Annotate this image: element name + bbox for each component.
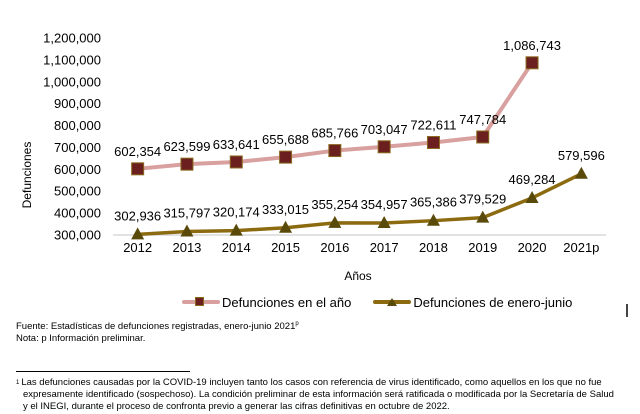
data-point-triangle	[279, 220, 293, 233]
x-axis-title: Años	[344, 269, 371, 283]
x-tick-label: 2013	[172, 240, 201, 255]
y-tick-label: 300,000	[54, 228, 101, 243]
data-point-square	[180, 157, 194, 171]
footnote-line: y el INEGI, durante el proceso de confro…	[23, 401, 450, 412]
data-point-triangle	[229, 223, 243, 236]
x-tick-label: 2019	[468, 240, 497, 255]
data-point-square	[328, 144, 342, 158]
y-tick-label: 1,200,000	[43, 31, 101, 46]
y-tick-label: 1,100,000	[43, 52, 101, 67]
x-axis-ticks: 2012 2013 2014 2015 2016 2017 2018 2019 2020 2021…	[123, 240, 599, 255]
legend-item-jan-jun: Defunciones de enero-junio	[373, 295, 572, 310]
data-label: 469,284	[509, 172, 556, 187]
data-label: 320,174	[213, 205, 260, 220]
y-tick-label: 500,000	[54, 184, 101, 199]
data-point-square	[131, 162, 145, 176]
data-label: 747,784	[459, 112, 506, 127]
y-axis-ticks: 300,000 400,000 500,000 600,000 700,000 800,0…	[43, 31, 101, 243]
footnote-marker: 1	[16, 380, 20, 386]
x-tick-label: 2012	[123, 240, 152, 255]
data-point-square	[377, 140, 391, 154]
x-tick-label: 2016	[320, 240, 349, 255]
legend-label: Defunciones de enero-junio	[413, 294, 573, 310]
source-note: Fuente: Estadísticas de defunciones regi…	[16, 321, 299, 333]
data-point-triangle	[180, 224, 194, 237]
data-labels: 602,354 623,599 633,641 655,688 685,766 703,0…	[114, 38, 605, 224]
data-point-triangle	[328, 215, 342, 228]
y-tick-label: 400,000	[54, 206, 101, 221]
data-label: 602,354	[114, 144, 161, 159]
x-tick-label: 2017	[370, 240, 399, 255]
data-label: 579,596	[558, 148, 605, 163]
chart-legend: Defunciones en el año Defunciones de ene…	[182, 293, 594, 311]
x-tick-label: 2018	[419, 240, 448, 255]
y-axis-title: Defunciones	[20, 142, 34, 209]
data-label: 354,957	[361, 197, 408, 212]
data-label: 655,688	[262, 132, 309, 147]
line-chart: 300,000 400,000 500,000 600,000 700,000 800,0…	[20, 31, 606, 283]
y-tick-label: 900,000	[54, 96, 101, 111]
y-tick-label: 600,000	[54, 162, 101, 177]
data-label: 685,766	[311, 126, 358, 141]
footnote-line: expresamente identificado (sospechoso). …	[23, 389, 614, 400]
data-label: 633,641	[213, 137, 260, 152]
y-tick-label: 700,000	[54, 140, 101, 155]
data-label: 365,386	[410, 195, 457, 210]
data-label: 333,015	[262, 202, 309, 217]
data-point-square	[525, 56, 539, 70]
x-tick-label: 2014	[222, 240, 251, 255]
footnote-line: Las defunciones causadas por la COVID-19…	[21, 377, 602, 388]
data-label: 1,086,743	[503, 38, 561, 53]
data-point-square	[229, 155, 243, 169]
data-label: 315,797	[163, 206, 210, 221]
y-tick-label: 800,000	[54, 118, 101, 133]
data-point-triangle	[525, 190, 539, 203]
data-point-triangle	[131, 227, 145, 240]
legend-item-annual: Defunciones en el año	[182, 295, 351, 310]
data-label: 623,599	[163, 139, 210, 154]
data-label: 355,254	[311, 197, 358, 212]
x-tick-label: 2021p	[563, 240, 599, 255]
data-point-triangle	[574, 166, 588, 179]
text-cursor-mark	[626, 304, 628, 317]
data-point-square	[476, 130, 490, 144]
data-point-square	[426, 135, 440, 149]
data-point-triangle	[426, 213, 440, 226]
data-point-triangle	[476, 210, 490, 223]
y-tick-label: 1,000,000	[43, 74, 101, 89]
data-label: 302,936	[114, 208, 161, 223]
footnote: 1 Las defunciones causadas por la COVID-1…	[16, 377, 628, 413]
data-label: 703,047	[361, 122, 408, 137]
preliminary-note: Nota: p Información preliminar.	[16, 333, 146, 345]
data-label: 722,611	[410, 117, 456, 132]
x-tick-label: 2015	[271, 240, 300, 255]
data-point-triangle	[377, 215, 391, 228]
legend-square-marker-icon	[182, 295, 220, 309]
chart-notes: Fuente: Estadísticas de defunciones regi…	[16, 318, 299, 345]
footnote-separator	[16, 371, 190, 372]
legend-triangle-marker-icon	[373, 295, 412, 309]
series-line-jan-jun	[135, 172, 584, 237]
preliminary-superscript: p	[295, 321, 299, 327]
data-label: 379,529	[459, 192, 506, 207]
legend-label: Defunciones en el año	[222, 294, 352, 310]
series-layer	[131, 56, 588, 240]
x-tick-label: 2020	[518, 240, 547, 255]
data-point-square	[279, 150, 293, 164]
